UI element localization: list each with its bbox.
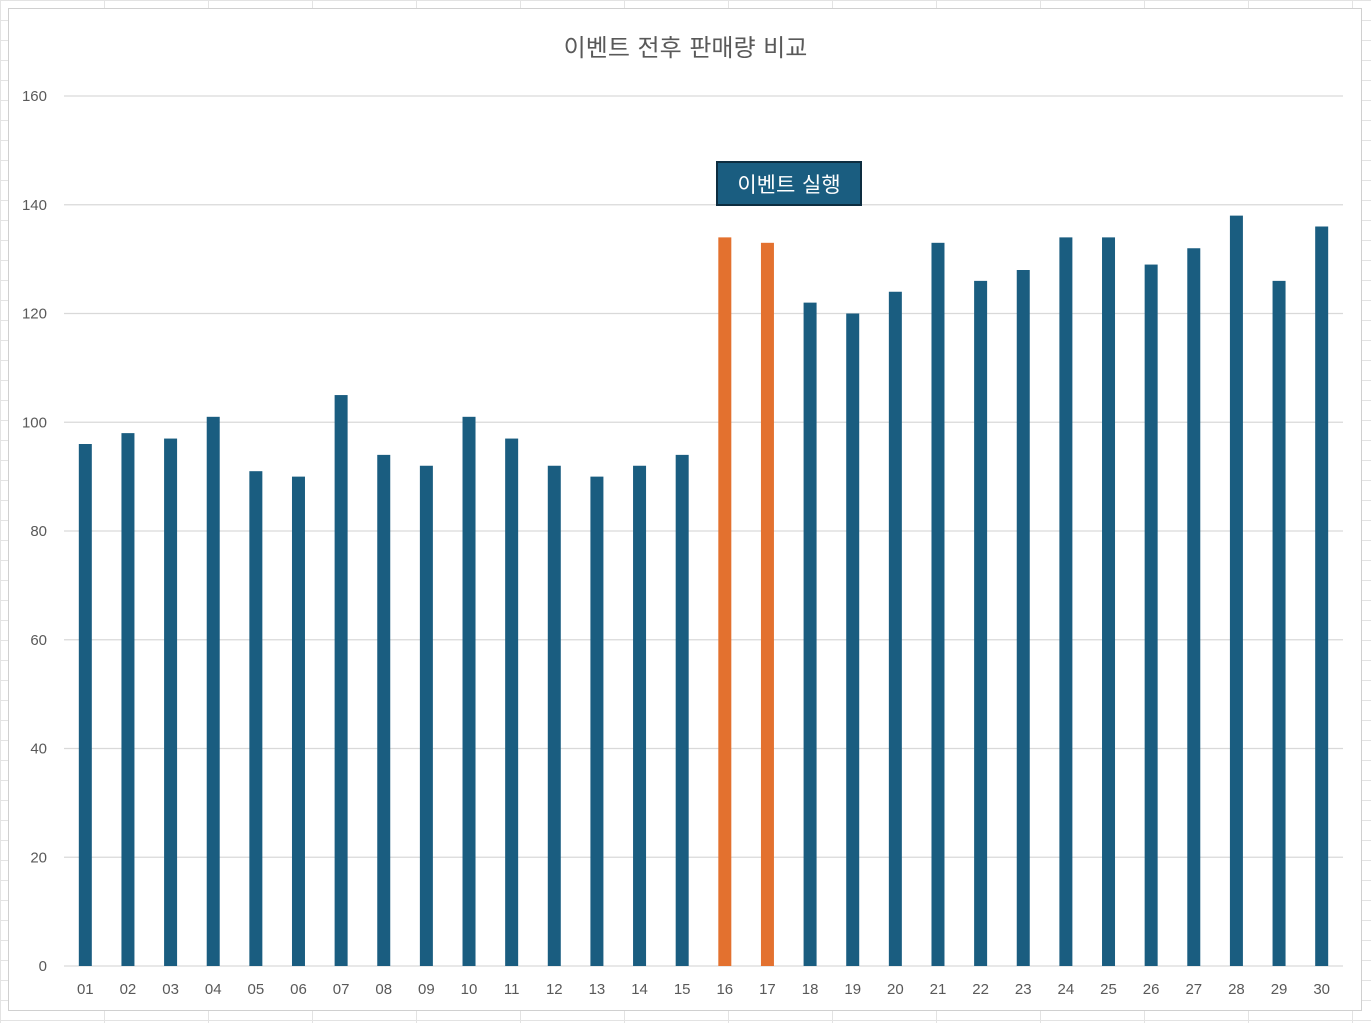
chart-title: 이벤트 전후 판매량 비교 [563, 34, 808, 62]
bar-09 [419, 465, 433, 966]
x-tick-label: 04 [205, 981, 222, 998]
bar-25 [1102, 237, 1116, 966]
x-tick-label: 14 [631, 981, 648, 998]
x-tick-label: 28 [1228, 981, 1245, 998]
bar-27 [1187, 248, 1201, 966]
x-tick-label: 10 [461, 981, 478, 998]
bar-21 [931, 242, 945, 966]
event-annotation-label: 이벤트 실행 [716, 161, 862, 206]
y-tick-label: 40 [30, 741, 47, 758]
x-tick-label: 27 [1185, 981, 1202, 998]
bar-05 [249, 471, 263, 966]
bar-24 [1059, 237, 1073, 966]
x-tick-label: 19 [844, 981, 861, 998]
x-tick-label: 06 [290, 981, 307, 998]
bar-06 [291, 476, 305, 966]
x-tick-label: 25 [1100, 981, 1117, 998]
x-tick-label: 15 [674, 981, 691, 998]
x-tick-label: 12 [546, 981, 563, 998]
y-tick-label: 20 [30, 849, 47, 866]
bar-23 [1016, 270, 1030, 966]
x-tick-label: 23 [1015, 981, 1032, 998]
x-tick-label: 29 [1271, 981, 1288, 998]
y-tick-label: 160 [22, 88, 47, 105]
x-tick-label: 07 [333, 981, 350, 998]
bar-07 [334, 395, 348, 966]
bar-22 [974, 280, 988, 966]
bar-10 [462, 416, 476, 966]
bar-01 [78, 444, 92, 966]
bar-29 [1272, 280, 1286, 966]
x-tick-label: 26 [1143, 981, 1160, 998]
bar-28 [1229, 215, 1243, 966]
x-tick-label: 30 [1313, 981, 1330, 998]
x-tick-label: 03 [162, 981, 179, 998]
x-tick-label: 11 [504, 981, 520, 998]
y-tick-label: 0 [39, 958, 47, 975]
bar-13 [590, 476, 604, 966]
x-tick-label: 13 [589, 981, 606, 998]
bar-26 [1144, 264, 1158, 966]
x-tick-label: 18 [802, 981, 819, 998]
bar-18 [803, 302, 817, 966]
x-tick-label: 08 [375, 981, 392, 998]
y-tick-label: 60 [30, 632, 47, 649]
bar-16 [718, 237, 732, 966]
x-tick-label: 21 [930, 981, 947, 998]
bar-02 [121, 433, 135, 966]
bar-14 [633, 465, 647, 966]
bar-20 [888, 291, 902, 966]
bar-30 [1315, 226, 1329, 966]
bar-17 [760, 242, 774, 966]
x-tick-label: 20 [887, 981, 904, 998]
x-tick-label: 02 [120, 981, 137, 998]
x-tick-label: 09 [418, 981, 435, 998]
y-tick-label: 100 [22, 414, 47, 431]
x-tick-label: 05 [248, 981, 265, 998]
y-tick-label: 140 [22, 197, 47, 214]
bar-08 [377, 454, 391, 966]
x-tick-label: 16 [716, 981, 733, 998]
y-tick-label: 120 [22, 306, 47, 323]
bar-19 [846, 313, 860, 966]
bar-04 [206, 416, 220, 966]
y-tick-label: 80 [30, 523, 47, 540]
x-tick-label: 17 [759, 981, 776, 998]
x-tick-label: 24 [1058, 981, 1075, 998]
bar-12 [547, 465, 561, 966]
x-tick-label: 22 [972, 981, 989, 998]
bar-03 [164, 438, 178, 966]
x-tick-label: 01 [77, 981, 94, 998]
bar-15 [675, 454, 689, 966]
bar-11 [505, 438, 519, 966]
